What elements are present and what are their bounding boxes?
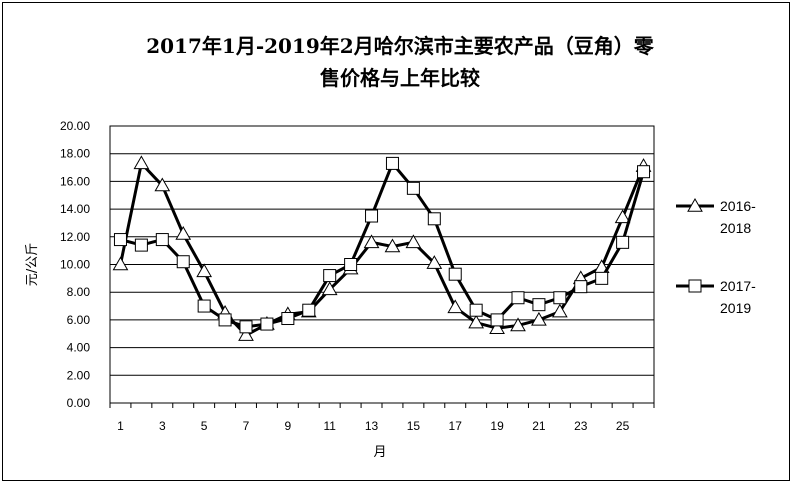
data-point-triangle bbox=[405, 234, 422, 249]
x-tick-label: 1 bbox=[117, 419, 124, 433]
data-point-square bbox=[385, 156, 399, 170]
data-point-square bbox=[595, 271, 609, 285]
y-tick-label: 6.00 bbox=[67, 313, 91, 327]
data-point-triangle bbox=[489, 320, 505, 334]
data-point-square bbox=[218, 313, 232, 327]
data-point-triangle bbox=[510, 317, 526, 332]
data-point-square bbox=[134, 238, 148, 252]
data-point-square bbox=[302, 303, 316, 317]
chart-title-line-1: 2017年1月-2019年2月哈尔滨市主要农产品（豆角）零 bbox=[146, 34, 654, 58]
data-point-triangle bbox=[531, 311, 547, 326]
chart-title-line-2: 售价格与上年比较 bbox=[320, 66, 480, 90]
data-point-square bbox=[365, 209, 379, 223]
data-point-square bbox=[197, 299, 211, 313]
data-point-square bbox=[406, 181, 420, 195]
series-group bbox=[112, 155, 652, 341]
x-tick-label: 21 bbox=[532, 419, 546, 433]
data-point-triangle bbox=[321, 281, 338, 296]
data-point-square bbox=[323, 269, 337, 283]
data-point-triangle bbox=[447, 299, 464, 314]
y-axis-label: 元/公斤 bbox=[25, 243, 40, 286]
legend-item: 2017- 2019 bbox=[676, 278, 756, 316]
data-point-square bbox=[239, 320, 253, 334]
data-point-triangle bbox=[238, 327, 254, 341]
data-point-triangle bbox=[426, 255, 443, 269]
data-point-triangle bbox=[614, 209, 631, 224]
series-2017-2019 bbox=[113, 156, 651, 334]
y-tick-label: 4.00 bbox=[67, 341, 91, 355]
data-point-square bbox=[532, 298, 546, 312]
axes bbox=[109, 125, 655, 408]
x-tick-label: 25 bbox=[616, 419, 630, 433]
x-tick-label: 11 bbox=[323, 419, 336, 433]
x-tick-label: 7 bbox=[243, 419, 250, 433]
x-tick-label: 5 bbox=[201, 419, 208, 433]
data-point-square bbox=[490, 313, 504, 327]
series-2016-2018 bbox=[112, 155, 652, 341]
data-point-square bbox=[574, 280, 588, 294]
data-point-square bbox=[176, 255, 190, 269]
y-tick-label: 0.00 bbox=[67, 396, 91, 410]
y-tick-label: 20.00 bbox=[60, 119, 90, 133]
data-point-square bbox=[637, 165, 651, 179]
data-point-square bbox=[281, 312, 295, 326]
x-tick-label: 23 bbox=[574, 419, 588, 433]
legend-label: 2017- bbox=[720, 278, 756, 294]
y-tick-label: 10.00 bbox=[60, 258, 90, 272]
legend-label: 2016- bbox=[720, 198, 756, 214]
data-point-square bbox=[113, 233, 127, 247]
x-tick-labels: 1 3 5 7 9 11 13 15 17 19 21 23 25 bbox=[117, 419, 629, 433]
legend-marker-square bbox=[688, 279, 702, 293]
data-point-triangle bbox=[175, 226, 192, 240]
x-tick-label: 13 bbox=[365, 419, 379, 433]
x-tick-label: 3 bbox=[159, 419, 166, 433]
data-point-square bbox=[553, 291, 567, 305]
data-point-square bbox=[616, 235, 630, 249]
x-tick-label: 19 bbox=[490, 419, 504, 433]
legend-label: 2019 bbox=[720, 300, 751, 316]
y-tick-label: 8.00 bbox=[67, 285, 91, 299]
y-tick-labels: 0.00 2.00 4.00 6.00 8.00 10.00 12.00 14.00 16.00… bbox=[60, 119, 90, 410]
data-point-triangle bbox=[384, 238, 401, 253]
y-tick-label: 16.00 bbox=[60, 174, 90, 188]
x-axis-label: 月 bbox=[373, 445, 386, 460]
data-point-square bbox=[448, 267, 462, 281]
data-point-square bbox=[155, 233, 169, 247]
data-point-triangle bbox=[551, 303, 568, 318]
data-point-square bbox=[469, 303, 483, 317]
data-point-triangle bbox=[468, 314, 485, 329]
data-point-triangle bbox=[196, 263, 213, 278]
data-point-square bbox=[427, 212, 441, 226]
x-tick-label: 15 bbox=[407, 419, 421, 433]
data-point-triangle bbox=[133, 155, 150, 170]
chart-title: 2017年1月-2019年2月哈尔滨市主要农产品（豆角）零 售价格与上年比较 bbox=[60, 30, 740, 94]
data-point-square bbox=[344, 258, 358, 271]
x-tick-label: 17 bbox=[449, 419, 463, 433]
y-tick-label: 18.00 bbox=[60, 147, 90, 161]
data-point-square bbox=[260, 317, 274, 331]
y-tick-label: 14.00 bbox=[60, 202, 90, 216]
data-point-square bbox=[511, 291, 525, 305]
y-tick-label: 12.00 bbox=[60, 230, 90, 244]
legend: 2016- 2018 2017- 2019 bbox=[676, 197, 756, 316]
data-point-triangle bbox=[363, 234, 380, 249]
y-tick-label: 2.00 bbox=[67, 368, 91, 382]
legend-label: 2018 bbox=[720, 220, 751, 236]
data-point-triangle bbox=[112, 256, 129, 271]
legend-item: 2016- 2018 bbox=[676, 197, 756, 236]
legend-marker-triangle bbox=[687, 197, 703, 212]
x-tick-label: 9 bbox=[285, 419, 292, 433]
data-point-triangle bbox=[154, 177, 171, 192]
